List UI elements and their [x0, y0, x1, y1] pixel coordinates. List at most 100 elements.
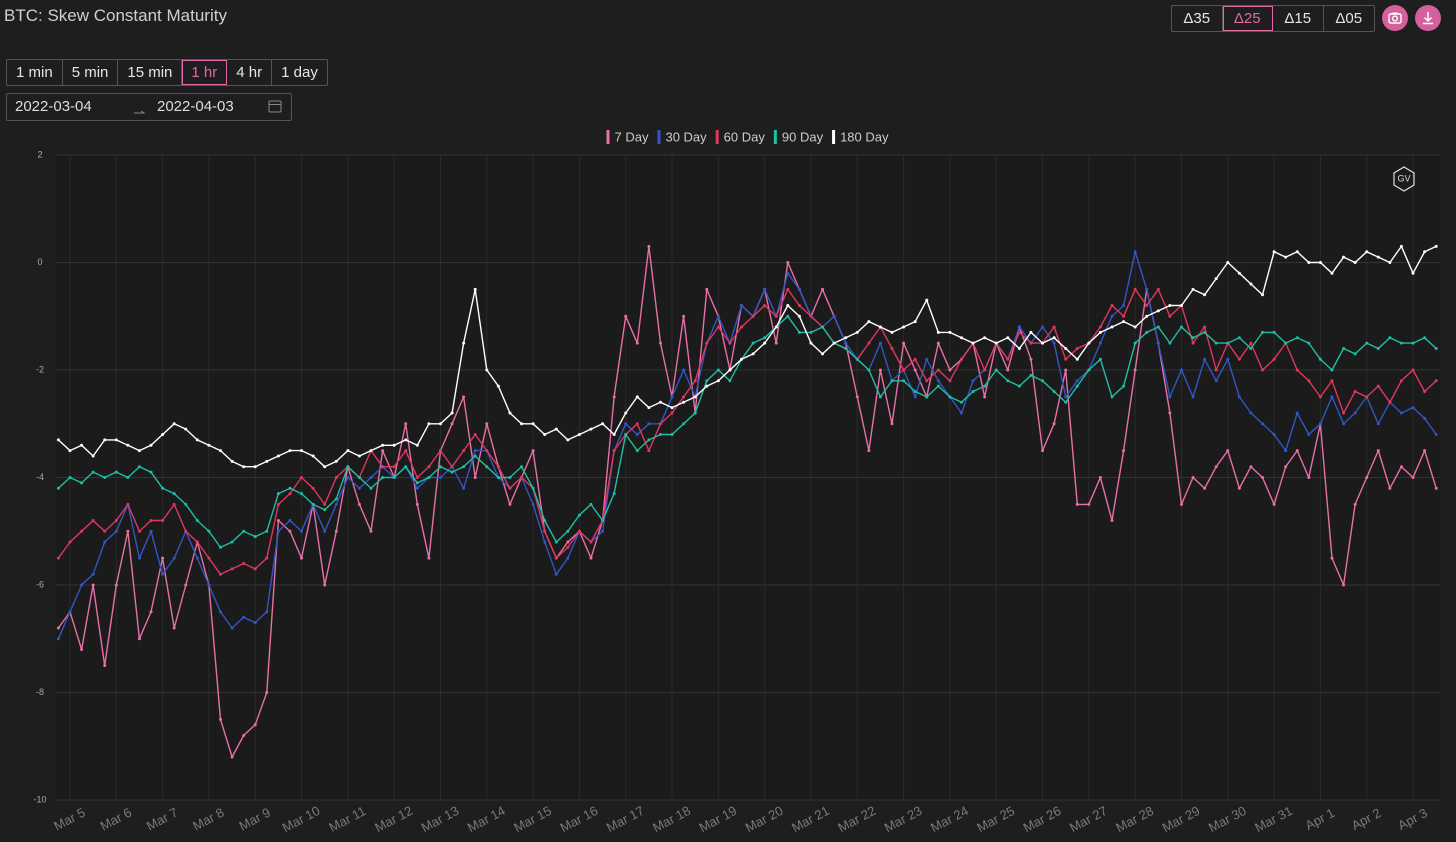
- interval-button[interactable]: 5 min: [63, 60, 119, 85]
- data-point: [450, 470, 454, 474]
- data-point: [415, 481, 419, 485]
- data-point: [821, 287, 825, 291]
- data-point: [878, 341, 882, 345]
- data-point: [496, 465, 500, 469]
- data-point: [485, 465, 489, 469]
- data-point: [149, 443, 153, 447]
- legend-label: 90 Day: [782, 129, 824, 144]
- delta-button[interactable]: Δ05: [1335, 10, 1363, 27]
- data-point: [276, 454, 280, 458]
- data-point: [1110, 314, 1114, 318]
- data-point: [832, 314, 836, 318]
- data-point: [253, 567, 257, 571]
- data-point: [508, 411, 512, 415]
- data-point: [1064, 357, 1068, 361]
- data-point: [1411, 341, 1415, 345]
- data-point: [1411, 476, 1415, 479]
- data-point: [357, 476, 361, 479]
- data-point: [1168, 304, 1172, 307]
- data-point: [137, 465, 141, 469]
- data-point: [161, 519, 165, 522]
- legend-label: 7 Day: [615, 129, 649, 144]
- data-point: [531, 502, 535, 506]
- data-point: [589, 502, 593, 506]
- data-point: [1179, 368, 1183, 372]
- data-point: [867, 341, 871, 345]
- data-point: [1145, 304, 1149, 307]
- data-point: [682, 400, 686, 404]
- data-point: [1272, 330, 1276, 334]
- data-point: [1388, 336, 1392, 340]
- data-point: [1249, 282, 1253, 286]
- watermark: GV: [1397, 173, 1410, 183]
- data-point: [1295, 336, 1299, 340]
- interval-button[interactable]: 1 min: [7, 60, 63, 85]
- x-tick-label: Mar 13: [419, 803, 462, 835]
- delta-button[interactable]: Δ15: [1273, 6, 1324, 31]
- interval-button[interactable]: 1 hr: [182, 60, 228, 85]
- data-point: [1203, 486, 1207, 490]
- data-point: [1261, 476, 1265, 479]
- data-point: [438, 476, 442, 479]
- data-point: [1122, 304, 1126, 307]
- data-point: [658, 422, 662, 426]
- data-point: [878, 395, 882, 399]
- x-tick-label: Mar 18: [650, 803, 693, 835]
- data-point: [230, 755, 234, 759]
- data-point: [936, 341, 940, 345]
- data-point: [1307, 341, 1311, 345]
- legend-item: 60 Day: [715, 129, 765, 144]
- data-point: [913, 320, 917, 324]
- data-point: [438, 422, 442, 426]
- data-point: [566, 540, 570, 544]
- data-point: [913, 357, 917, 361]
- data-point: [1423, 390, 1427, 393]
- data-point: [253, 535, 257, 539]
- delta-button[interactable]: Δ25: [1222, 6, 1273, 31]
- data-point: [913, 395, 917, 399]
- data-point: [867, 320, 871, 324]
- data-point: [103, 529, 107, 533]
- data-point: [624, 433, 628, 436]
- data-point: [485, 449, 489, 453]
- data-point: [577, 529, 581, 533]
- date-range[interactable]: 2022-03-04 2022-04-03: [6, 93, 292, 121]
- x-tick-label: Mar 26: [1021, 803, 1064, 835]
- x-tick-label: Apr 2: [1349, 805, 1383, 833]
- data-point: [1133, 287, 1137, 291]
- data-point: [265, 691, 269, 694]
- data-point: [1133, 341, 1137, 345]
- data-point: [427, 556, 431, 560]
- data-point: [103, 438, 107, 442]
- data-point: [149, 529, 153, 533]
- data-point: [1318, 357, 1322, 361]
- data-point: [1342, 583, 1346, 587]
- x-tick-label: Mar 23: [882, 803, 925, 835]
- interval-button[interactable]: 1 day: [281, 64, 318, 81]
- data-point: [1087, 502, 1091, 506]
- data-point: [716, 325, 720, 329]
- download-button[interactable]: [1415, 5, 1441, 31]
- data-point: [265, 529, 269, 533]
- data-point: [1295, 411, 1299, 415]
- data-point: [728, 341, 732, 345]
- data-point: [1272, 250, 1276, 254]
- x-tick-label: Mar 20: [743, 803, 786, 835]
- delta-button[interactable]: Δ35: [1172, 6, 1223, 31]
- interval-button[interactable]: 15 min: [118, 60, 183, 85]
- camera-button[interactable]: [1382, 5, 1408, 31]
- data-point: [1075, 347, 1079, 350]
- data-point: [172, 422, 176, 426]
- data-point: [1423, 416, 1427, 420]
- data-point: [635, 433, 639, 436]
- data-point: [1052, 341, 1056, 345]
- data-point: [1376, 422, 1380, 426]
- data-point: [971, 390, 975, 393]
- data-point: [114, 519, 118, 522]
- data-point: [705, 379, 709, 383]
- data-point: [925, 395, 929, 399]
- data-point: [450, 465, 454, 469]
- data-point: [242, 615, 246, 619]
- data-point: [265, 459, 269, 463]
- interval-button[interactable]: 4 hr: [227, 60, 273, 85]
